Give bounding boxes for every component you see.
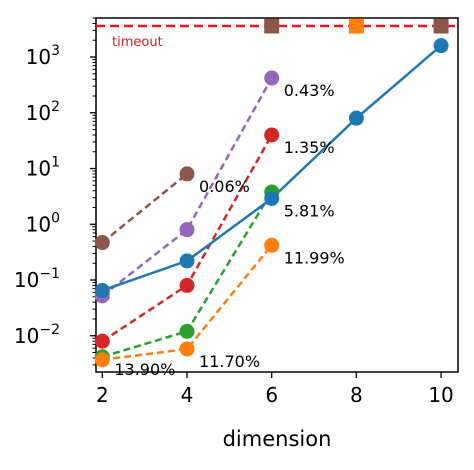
axis-ticks: 2 4 6 8 10 10−2 10−1 100 101 102 103 bbox=[14, 17, 454, 407]
timeout-marker bbox=[348, 18, 364, 34]
data-point bbox=[179, 166, 195, 182]
data-point bbox=[264, 237, 280, 253]
y-tick-label: 100 bbox=[26, 210, 60, 236]
x-axis-title: dimension bbox=[223, 427, 332, 451]
x-tick-label: 4 bbox=[181, 383, 194, 407]
x-tick-label: 2 bbox=[96, 383, 109, 407]
data-label: 11.70% bbox=[199, 352, 260, 371]
data-point bbox=[264, 70, 280, 86]
data-label: 5.81% bbox=[284, 201, 335, 220]
data-point bbox=[433, 38, 449, 54]
data-point bbox=[264, 127, 280, 143]
timeout-marker bbox=[433, 18, 449, 34]
series-line bbox=[101, 77, 273, 297]
y-tick-label: 10−1 bbox=[14, 266, 60, 292]
series-line bbox=[101, 172, 188, 244]
data-label: 11.99% bbox=[284, 248, 345, 267]
timeout-label: timeout bbox=[112, 35, 163, 50]
data-point bbox=[94, 333, 110, 349]
x-tick-label: 6 bbox=[265, 383, 278, 407]
x-tick-label: 8 bbox=[350, 383, 363, 407]
data-label: 13.90% bbox=[114, 360, 175, 379]
data-point bbox=[94, 352, 110, 368]
data-marks: timeout 0.06% 0.43% 1.35% 13.90% 11.99% 11.70%… bbox=[94, 18, 458, 379]
timeout-marker bbox=[264, 18, 280, 34]
data-label: 0.43% bbox=[284, 81, 335, 100]
y-tick-label: 101 bbox=[26, 155, 60, 181]
data-point bbox=[94, 282, 110, 298]
data-point bbox=[348, 110, 364, 126]
y-tick-label: 102 bbox=[26, 99, 60, 125]
data-point bbox=[179, 341, 195, 357]
y-tick-label: 103 bbox=[26, 43, 60, 69]
data-label: 1.35% bbox=[284, 138, 335, 157]
x-tick-label: 10 bbox=[428, 383, 453, 407]
y-tick-label: 10−2 bbox=[14, 322, 60, 348]
data-point bbox=[264, 190, 280, 206]
data-point bbox=[94, 235, 110, 251]
data-label: 0.06% bbox=[199, 177, 250, 196]
data-point bbox=[179, 277, 195, 293]
series-line bbox=[102, 244, 273, 362]
data-point bbox=[179, 253, 195, 269]
data-point bbox=[179, 323, 195, 339]
data-point bbox=[179, 222, 195, 238]
